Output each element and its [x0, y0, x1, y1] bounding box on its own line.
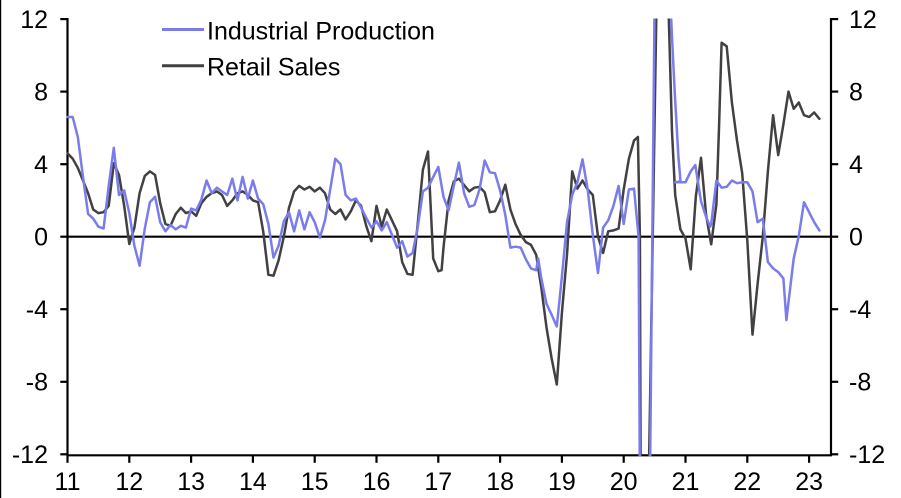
- svg-text:-4: -4: [849, 296, 871, 324]
- svg-text:15: 15: [301, 468, 329, 496]
- svg-text:Retail Sales: Retail Sales: [207, 54, 340, 82]
- svg-text:8: 8: [34, 79, 48, 107]
- svg-text:4: 4: [849, 151, 863, 179]
- svg-text:18: 18: [486, 468, 514, 496]
- svg-text:12: 12: [115, 468, 143, 496]
- svg-text:Industrial Production: Industrial Production: [207, 17, 435, 45]
- svg-text:-8: -8: [26, 369, 48, 397]
- svg-text:-12: -12: [849, 441, 885, 469]
- svg-text:23: 23: [795, 468, 823, 496]
- svg-text:0: 0: [34, 224, 48, 252]
- svg-text:21: 21: [672, 468, 700, 496]
- svg-text:-4: -4: [26, 296, 48, 324]
- svg-text:13: 13: [177, 468, 205, 496]
- svg-text:12: 12: [849, 6, 877, 34]
- svg-text:22: 22: [733, 468, 761, 496]
- svg-text:17: 17: [424, 468, 452, 496]
- svg-text:19: 19: [548, 468, 576, 496]
- svg-text:-8: -8: [849, 369, 871, 397]
- svg-text:12: 12: [20, 6, 48, 34]
- svg-text:-12: -12: [12, 441, 48, 469]
- svg-text:11: 11: [55, 468, 81, 496]
- svg-text:16: 16: [363, 468, 391, 496]
- svg-text:4: 4: [34, 151, 48, 179]
- svg-text:8: 8: [849, 79, 863, 107]
- svg-text:14: 14: [239, 468, 267, 496]
- svg-text:0: 0: [849, 224, 863, 252]
- svg-text:20: 20: [610, 468, 638, 496]
